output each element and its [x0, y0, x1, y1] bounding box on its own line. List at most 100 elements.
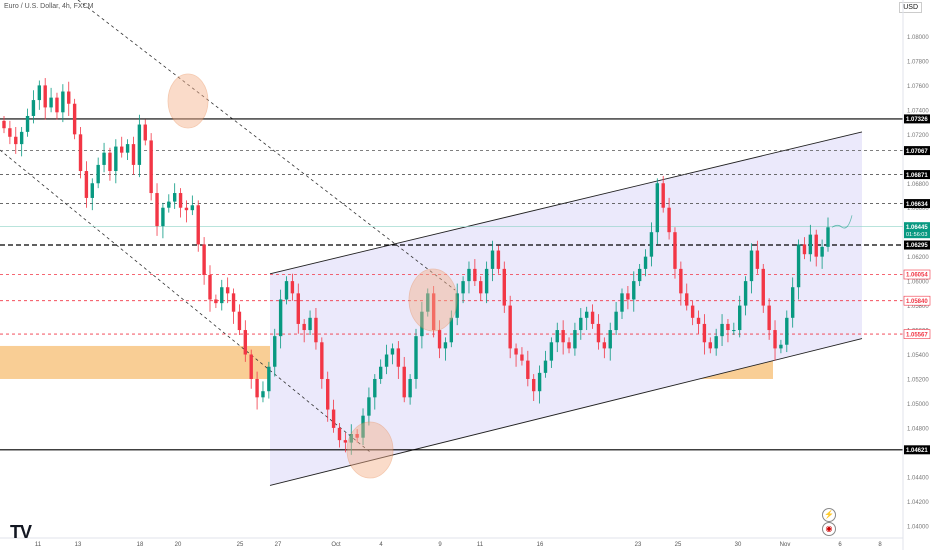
- candle-body: [31, 100, 36, 116]
- x-tick-label: Oct: [331, 542, 341, 548]
- candle-body: [437, 330, 442, 349]
- price-label-box: [903, 329, 931, 339]
- candle-body: [414, 336, 418, 379]
- candle-body: [826, 227, 830, 247]
- candle-body: [649, 232, 654, 257]
- candle-body: [296, 293, 300, 324]
- candle-body: [420, 311, 424, 337]
- candle-body: [426, 293, 430, 312]
- candle-body: [608, 330, 612, 349]
- y-tick-label: 1.05400: [907, 353, 929, 359]
- price-label-box: [903, 269, 931, 280]
- candle-body: [2, 120, 6, 129]
- x-tick-label: 16: [537, 542, 544, 548]
- candle-body: [479, 281, 483, 294]
- candle-body: [802, 244, 807, 255]
- us-flag-icon[interactable]: ◉: [822, 522, 836, 536]
- candle-body: [702, 323, 707, 343]
- x-tick-label: 23: [635, 542, 642, 548]
- candle-body: [273, 336, 277, 367]
- price-label-1.05840: 1.05840: [906, 299, 928, 305]
- price-label-1.05567: 1.05567: [906, 332, 928, 338]
- candle-body: [184, 207, 189, 211]
- candle-body: [361, 415, 365, 438]
- price-label-box: [904, 222, 930, 239]
- candle-body: [461, 281, 465, 294]
- x-tick-label: 20: [175, 542, 182, 548]
- candle-body: [249, 354, 253, 379]
- candle-body: [114, 146, 118, 172]
- candle-body: [590, 311, 595, 324]
- candle-body: [820, 246, 824, 257]
- price-label-1.06054: 1.06054: [906, 273, 928, 279]
- candle-body: [726, 323, 730, 331]
- candle-body: [408, 378, 412, 398]
- candle-body: [685, 293, 689, 306]
- x-tick-label: 11: [35, 542, 42, 548]
- candle-body: [196, 205, 200, 245]
- candle-body: [120, 146, 124, 153]
- candle-body: [290, 281, 295, 294]
- price-label-box: [904, 240, 930, 250]
- candle-body: [320, 342, 324, 379]
- tradingview-logo: TV: [10, 522, 32, 542]
- y-tick-label: 1.06800: [907, 182, 929, 188]
- candle-body: [549, 342, 554, 361]
- candle-body: [314, 317, 318, 343]
- candle-body: [190, 205, 195, 211]
- candle-body: [637, 268, 642, 282]
- candle-body: [790, 287, 795, 318]
- x-tick-label: 6: [838, 542, 842, 548]
- y-tick-label: 1.06600: [907, 206, 929, 212]
- candle-body: [149, 140, 153, 194]
- candle-body: [555, 330, 559, 343]
- candle-body: [255, 378, 259, 398]
- candle-body: [49, 97, 53, 108]
- symbol-title: Euro / U.S. Dollar, 4h, FXCM: [4, 3, 94, 10]
- x-tick-label: 27: [275, 542, 282, 548]
- candle-body: [349, 434, 353, 443]
- candle-body: [231, 293, 236, 312]
- candle-body: [90, 183, 94, 198]
- price-label-1.04621: 1.04621: [906, 448, 928, 454]
- candle-body: [214, 299, 218, 304]
- currency-label[interactable]: USD: [899, 2, 922, 13]
- candle-body: [396, 348, 401, 367]
- candle-body: [337, 427, 342, 441]
- candle-body: [755, 250, 760, 269]
- highlight-circle: [167, 73, 209, 129]
- candle-body: [72, 103, 77, 135]
- candle-body: [785, 317, 789, 345]
- y-tick-label: 1.07600: [907, 84, 929, 90]
- candle-body: [225, 287, 230, 294]
- candle-body: [467, 268, 471, 282]
- y-tick-label: 1.07200: [907, 133, 929, 139]
- candle-body: [96, 164, 100, 184]
- candle-body: [43, 85, 47, 108]
- candle-body: [378, 366, 383, 379]
- candle-body: [679, 268, 683, 294]
- candle-body: [167, 201, 171, 208]
- candle-body: [19, 131, 24, 145]
- candle-body: [484, 268, 489, 294]
- y-tick-label: 1.05200: [907, 377, 929, 383]
- candle-body: [743, 281, 748, 306]
- candle-body: [37, 85, 42, 101]
- candle-body: [343, 440, 348, 443]
- candle-body: [84, 171, 89, 198]
- candle-body: [520, 354, 524, 361]
- price-label-box: [904, 170, 930, 180]
- candle-body: [8, 128, 12, 137]
- candle-body: [355, 434, 359, 438]
- y-tick-label: 1.06200: [907, 255, 929, 261]
- candle-body: [584, 311, 589, 318]
- downtrend-line-lower: [0, 149, 371, 453]
- lightning-icon[interactable]: ⚡: [822, 508, 836, 522]
- candle-body: [537, 372, 542, 392]
- candle-body: [131, 144, 136, 165]
- x-tick-label: 25: [675, 542, 682, 548]
- candle-body: [284, 281, 289, 300]
- candle-body: [302, 323, 306, 331]
- candle-body: [673, 232, 677, 269]
